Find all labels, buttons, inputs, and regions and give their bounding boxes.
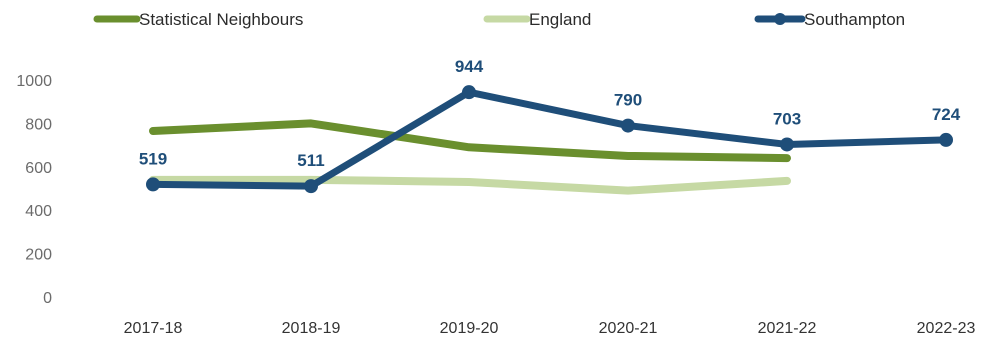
- data-label: 511: [297, 151, 324, 170]
- data-label: 724: [932, 105, 961, 124]
- data-label: 790: [614, 91, 642, 110]
- data-point: [462, 85, 476, 100]
- x-tick-label: 2021-22: [758, 320, 817, 337]
- data-label: 519: [139, 149, 167, 168]
- data-point: [621, 118, 635, 133]
- data-label: 944: [455, 57, 484, 76]
- y-tick-label: 200: [25, 247, 52, 264]
- x-tick-label: 2020-21: [599, 320, 658, 337]
- y-tick-label: 0: [43, 290, 52, 307]
- x-tick-label: 2018-19: [282, 320, 341, 337]
- series-points: [146, 85, 953, 194]
- data-point: [939, 132, 953, 147]
- data-point: [146, 177, 160, 192]
- legend-label: Southampton: [804, 10, 905, 29]
- x-tick-label: 2017-18: [124, 320, 183, 337]
- x-axis: 2017-18 2018-19 2019-20 2020-21 2021-22 2022-…: [124, 320, 976, 337]
- legend-label: England: [529, 10, 591, 29]
- series-line: [149, 175, 791, 195]
- series-line: [149, 88, 950, 190]
- x-tick-label: 2019-20: [440, 320, 499, 337]
- data-point: [304, 179, 318, 194]
- series-line: [149, 119, 791, 163]
- data-label: 703: [773, 109, 801, 128]
- data-labels: 519 511 944 790 703 724: [139, 57, 961, 170]
- legend: Statistical Neighbours England Southampton: [93, 10, 905, 29]
- legend-label: Statistical Neighbours: [139, 10, 303, 29]
- series-lines: [149, 88, 950, 195]
- y-tick-label: 400: [25, 203, 52, 220]
- y-tick-label: 800: [25, 116, 52, 133]
- legend-marker: [774, 13, 786, 25]
- data-point: [780, 137, 794, 152]
- y-tick-label: 600: [25, 160, 52, 177]
- y-tick-label: 1000: [16, 73, 52, 90]
- y-axis: 0 200 400 600 800 1000: [16, 73, 52, 307]
- x-tick-label: 2022-23: [917, 320, 976, 337]
